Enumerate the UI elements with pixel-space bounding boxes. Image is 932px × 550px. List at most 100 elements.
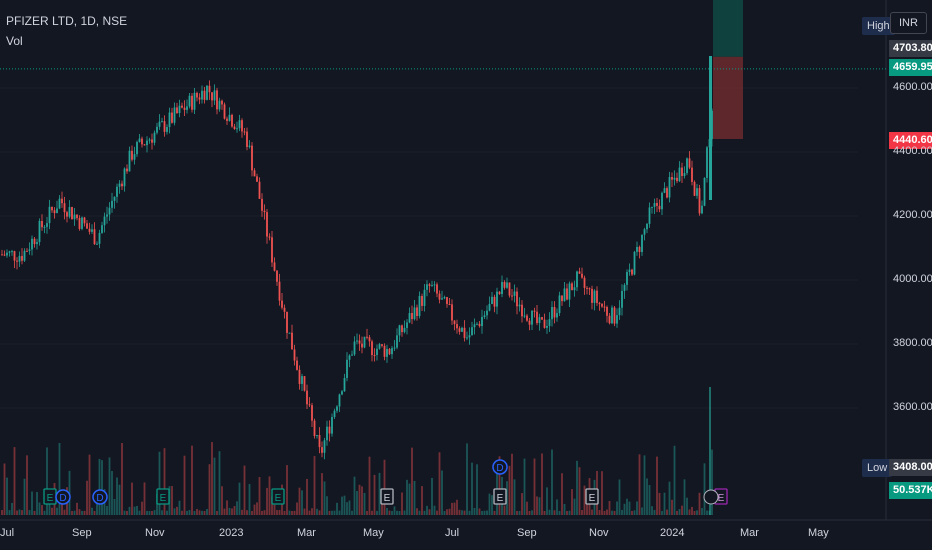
earnings-marker[interactable]: E bbox=[493, 488, 507, 505]
volume-bar bbox=[641, 507, 643, 515]
candle-body bbox=[93, 229, 96, 245]
candle-body bbox=[393, 347, 396, 349]
candle-body bbox=[461, 327, 463, 332]
volume-bar bbox=[318, 510, 321, 515]
volume-bar bbox=[221, 486, 223, 515]
volume-bar bbox=[78, 509, 81, 515]
volume-bar bbox=[1, 509, 3, 515]
last-price-label: 4659.95 bbox=[889, 59, 932, 76]
volume-bar bbox=[483, 510, 486, 515]
candle-body bbox=[633, 251, 636, 275]
candle-body bbox=[126, 168, 128, 172]
dividend-marker[interactable]: D bbox=[92, 489, 108, 505]
candle-body bbox=[8, 251, 11, 253]
candle-body bbox=[53, 210, 56, 214]
candle-body bbox=[338, 394, 341, 407]
candle-body bbox=[648, 207, 651, 224]
volume-bar bbox=[38, 502, 41, 515]
lightning-icon[interactable] bbox=[703, 489, 719, 505]
dividend-marker[interactable]: D bbox=[492, 459, 508, 475]
symbol-title[interactable]: PFIZER LTD, 1D, NSE bbox=[6, 14, 128, 28]
candle-body bbox=[696, 188, 698, 196]
volume-bar bbox=[668, 481, 671, 515]
candle-body bbox=[406, 322, 408, 328]
volume-bar bbox=[181, 510, 183, 515]
candle-body bbox=[418, 295, 421, 317]
earnings-marker[interactable]: E bbox=[156, 488, 170, 505]
volume-bar bbox=[608, 500, 611, 515]
candle-body bbox=[313, 420, 316, 436]
volume-bar bbox=[261, 510, 263, 515]
candle-body bbox=[278, 281, 281, 301]
volume-bar bbox=[301, 490, 303, 515]
candle-body bbox=[631, 269, 633, 275]
volume-bar bbox=[643, 455, 646, 515]
candle-body bbox=[283, 307, 286, 312]
volume-bar bbox=[58, 442, 61, 515]
dividend-marker[interactable]: D bbox=[55, 489, 71, 505]
candle-body bbox=[546, 325, 548, 328]
candle-body bbox=[416, 307, 418, 317]
volume-bar bbox=[171, 486, 173, 515]
candle-body bbox=[121, 183, 123, 187]
candle-body bbox=[41, 220, 43, 228]
volume-bar bbox=[228, 507, 231, 515]
volume-bar bbox=[423, 510, 426, 515]
volume-bar bbox=[551, 449, 553, 515]
volume-bar bbox=[606, 509, 608, 515]
volume-bar bbox=[196, 508, 198, 515]
volume-bar bbox=[121, 442, 123, 515]
volume-bar bbox=[311, 508, 313, 515]
candle-body bbox=[118, 183, 121, 187]
volume-bar bbox=[366, 510, 368, 515]
candle-body bbox=[218, 100, 221, 110]
candle-body bbox=[183, 107, 186, 110]
candle-body bbox=[391, 348, 393, 355]
volume-indicator-label[interactable]: Vol bbox=[6, 34, 23, 48]
candle-body bbox=[356, 340, 358, 342]
earnings-marker[interactable]: E bbox=[271, 488, 285, 505]
volume-bar bbox=[203, 511, 206, 515]
candle-body bbox=[316, 435, 318, 437]
candle-body bbox=[558, 295, 561, 314]
volume-bar bbox=[253, 504, 256, 515]
volume-bar bbox=[326, 496, 328, 515]
candle-body bbox=[451, 304, 453, 321]
candle-body bbox=[1, 254, 3, 256]
candle-body bbox=[198, 97, 201, 100]
volume-bar bbox=[41, 505, 43, 515]
event-marker-label: E bbox=[47, 493, 54, 504]
candle-body bbox=[98, 232, 101, 244]
volume-bar bbox=[296, 502, 298, 515]
volume-bar bbox=[18, 509, 21, 515]
candle-body bbox=[576, 271, 578, 288]
earnings-marker[interactable]: E bbox=[585, 488, 599, 505]
candle-body bbox=[136, 141, 138, 155]
candle-body bbox=[306, 390, 308, 405]
volume-bar bbox=[188, 509, 191, 515]
volume-bar bbox=[146, 510, 148, 515]
volume-bar bbox=[288, 510, 291, 515]
stop-zone bbox=[713, 56, 743, 140]
candle-body bbox=[33, 238, 36, 245]
volume-bar bbox=[491, 495, 493, 515]
earnings-marker[interactable]: E bbox=[43, 488, 57, 505]
candle-body bbox=[376, 348, 378, 356]
currency-button[interactable]: INR bbox=[890, 12, 927, 34]
volume-bar bbox=[306, 478, 308, 515]
volume-bar bbox=[193, 510, 196, 515]
candle-body bbox=[36, 242, 38, 245]
earnings-marker[interactable]: E bbox=[380, 488, 394, 505]
volume-bar bbox=[113, 499, 116, 515]
candle-body bbox=[656, 203, 658, 206]
volume-bar bbox=[393, 506, 396, 515]
candle-body bbox=[56, 208, 58, 214]
volume-bar bbox=[338, 510, 341, 515]
candle-body bbox=[473, 324, 476, 328]
candle-body bbox=[51, 206, 53, 211]
candle-body bbox=[276, 270, 278, 282]
price-tick: 4000.00 bbox=[893, 273, 932, 285]
volume-bar bbox=[143, 482, 146, 515]
volume-bar bbox=[266, 487, 268, 515]
